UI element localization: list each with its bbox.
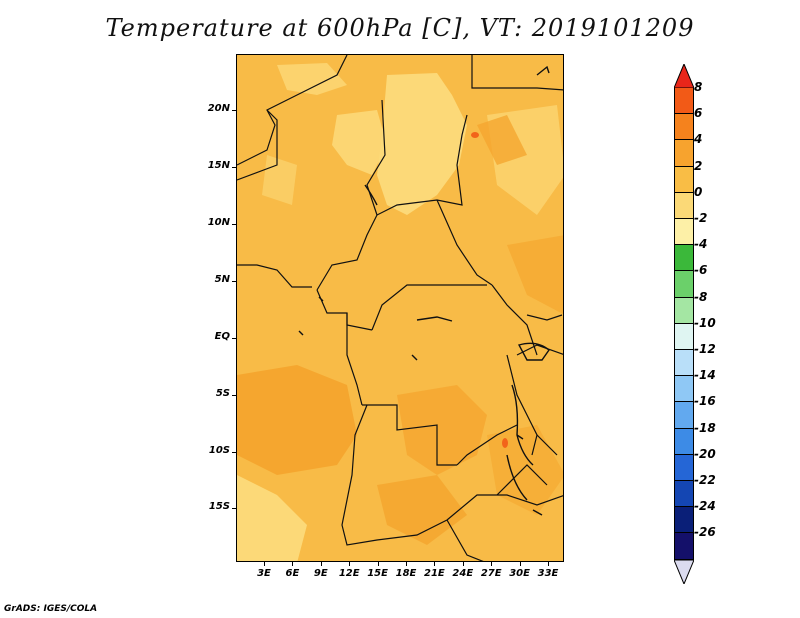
field-cool-region bbox=[332, 110, 387, 175]
x-tick-label: 9E bbox=[313, 568, 328, 579]
country-borders bbox=[237, 55, 563, 561]
x-tick-label: 24E bbox=[452, 568, 474, 579]
colorbar-segment bbox=[674, 454, 694, 481]
colorbar-segment bbox=[674, 114, 694, 141]
colorbar-segment bbox=[674, 533, 694, 560]
temperature-map bbox=[237, 55, 563, 561]
colorbar-segment bbox=[674, 140, 694, 167]
colorbar-label: -6 bbox=[694, 263, 708, 278]
x-tick-mark bbox=[349, 562, 351, 566]
field-cool-region bbox=[237, 475, 307, 561]
chart-title: Temperature at 600hPa [C], VT: 201910120… bbox=[105, 14, 695, 42]
colorbar-label: -16 bbox=[694, 394, 716, 409]
colorbar-top-arrow bbox=[674, 64, 694, 88]
x-tick-label: 12E bbox=[338, 568, 360, 579]
y-tick-label: 10N bbox=[207, 217, 230, 228]
x-tick-mark bbox=[434, 562, 436, 566]
colorbar-label: -18 bbox=[694, 420, 716, 435]
y-tick-mark bbox=[232, 508, 236, 509]
x-tick-mark bbox=[548, 562, 549, 566]
colorbar-label: 6 bbox=[694, 106, 703, 121]
colorbar-label: -20 bbox=[694, 446, 716, 461]
x-tick-label: 18E bbox=[395, 568, 417, 579]
field-hot-spot bbox=[502, 438, 508, 448]
field-warm-region bbox=[237, 365, 357, 475]
x-tick-mark bbox=[406, 562, 407, 566]
software-credit: GrADS: IGES/COLA bbox=[4, 604, 98, 614]
colorbar-segment bbox=[674, 219, 694, 246]
y-tick-mark bbox=[232, 110, 236, 111]
y-tick-label: EQ bbox=[214, 331, 230, 342]
x-tick-mark bbox=[491, 562, 493, 566]
colorbar-segment bbox=[674, 376, 694, 403]
x-tick-mark bbox=[462, 562, 464, 566]
y-tick-label: 5S bbox=[215, 388, 230, 399]
y-tick-mark bbox=[232, 281, 236, 282]
x-tick-label: 27E bbox=[480, 568, 502, 579]
x-tick-mark bbox=[292, 562, 294, 566]
field-hot-spot bbox=[471, 132, 479, 138]
colorbar-segment bbox=[674, 166, 694, 193]
colorbar-segment bbox=[674, 297, 694, 324]
field-warm-region bbox=[477, 115, 527, 165]
x-tick-label: 3E bbox=[257, 568, 271, 579]
colorbar-label: -24 bbox=[694, 499, 716, 514]
x-tick-mark bbox=[264, 562, 265, 566]
y-tick-mark bbox=[232, 338, 236, 339]
colorbar-segment bbox=[674, 323, 694, 350]
colorbar-label: 2 bbox=[694, 158, 703, 173]
y-tick-mark bbox=[232, 452, 236, 453]
lake-outlines bbox=[298, 65, 550, 516]
colorbar-segment bbox=[674, 481, 694, 508]
colorbar-label: 4 bbox=[694, 132, 703, 147]
colorbar-label: -2 bbox=[694, 211, 708, 225]
x-tick-label: 30E bbox=[509, 568, 530, 579]
x-tick-label: 21E bbox=[424, 568, 445, 579]
y-tick-label: 20N bbox=[207, 103, 230, 114]
x-tick-mark bbox=[519, 562, 521, 566]
x-tick-label: 33E bbox=[537, 568, 559, 579]
x-tick-label: 15E bbox=[367, 568, 388, 579]
x-tick-label: 6E bbox=[285, 568, 300, 579]
colorbar-segment bbox=[674, 245, 694, 272]
field-warm-region bbox=[397, 385, 487, 475]
colorbar-label: 8 bbox=[694, 80, 703, 94]
colorbar-segment bbox=[674, 271, 694, 298]
y-tick-mark bbox=[232, 224, 236, 225]
y-tick-label: 5N bbox=[214, 274, 230, 285]
y-tick-label: 15N bbox=[207, 160, 230, 171]
colorbar-segment bbox=[674, 428, 694, 455]
y-tick-mark bbox=[232, 395, 236, 396]
field-warm-region bbox=[377, 475, 467, 545]
field-cool-region bbox=[277, 63, 347, 95]
x-tick-mark bbox=[377, 562, 379, 566]
colorbar-label: -14 bbox=[694, 368, 716, 383]
x-tick-mark bbox=[320, 562, 322, 566]
y-tick-mark bbox=[232, 167, 236, 168]
colorbar-label: -4 bbox=[694, 237, 708, 252]
field-cool-region bbox=[377, 73, 467, 215]
colorbar-segment bbox=[674, 350, 694, 377]
colorbar-label: -26 bbox=[694, 525, 716, 540]
colorbar-label: -8 bbox=[694, 289, 708, 304]
colorbar-bottom-arrow bbox=[674, 559, 694, 584]
y-tick-label: 15S bbox=[208, 501, 230, 512]
colorbar-label: 0 bbox=[694, 184, 703, 199]
y-tick-label: 10S bbox=[208, 445, 230, 456]
colorbar-segment bbox=[674, 402, 694, 429]
map-plot-area bbox=[236, 54, 564, 562]
colorbar-label: -12 bbox=[694, 342, 716, 356]
colorbar-label: -10 bbox=[694, 315, 716, 330]
colorbar-segment bbox=[674, 507, 694, 534]
colorbar-label: -22 bbox=[694, 473, 716, 487]
colorbar-segment bbox=[674, 88, 694, 115]
field-warm-region bbox=[507, 235, 563, 314]
colorbar-segment bbox=[674, 192, 694, 219]
